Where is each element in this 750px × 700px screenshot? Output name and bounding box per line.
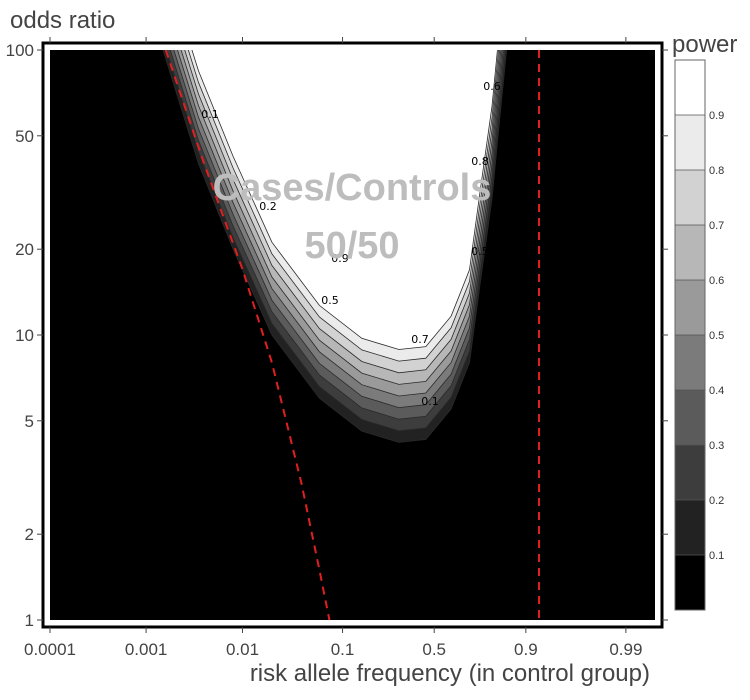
- colorbar-tick-label: 0.2: [709, 495, 724, 507]
- colorbar-swatch: [675, 555, 705, 610]
- x-tick-label: 0.01: [226, 640, 259, 659]
- contour-label: 0.5: [321, 294, 339, 307]
- x-tick-label: 0.0001: [24, 640, 76, 659]
- colorbar-swatch: [675, 500, 705, 555]
- colorbar-swatch: [675, 280, 705, 335]
- annotation-line-1: Cases/Controls: [213, 167, 492, 209]
- y-tick-label: 10: [15, 326, 34, 345]
- x-tick-label: 0.001: [125, 640, 168, 659]
- annotation-line-2: 50/50: [304, 225, 399, 267]
- contour-label-group: 0.1 0.2 0.5 0.9 0.7 0.1 0.5 0.8 0.6: [201, 80, 501, 408]
- colorbar-tick-label: 0.6: [709, 275, 724, 287]
- contour-label: 0.8: [471, 155, 489, 168]
- contour-label: 0.1: [421, 395, 439, 408]
- colorbar-tick-label: 0.7: [709, 220, 724, 232]
- colorbar-swatch: [675, 445, 705, 500]
- contour-label: 0.1: [201, 108, 219, 121]
- y-tick-label: 20: [15, 240, 34, 259]
- contour-label: 0.2: [259, 200, 277, 213]
- y-tick-label: 100: [6, 41, 34, 60]
- x-tick-label: 0.1: [331, 640, 355, 659]
- colorbar-tick-label: 0.5: [709, 330, 724, 342]
- contour-label: 0.5: [471, 245, 489, 258]
- y-tick-label: 1: [25, 611, 34, 630]
- colorbar-tick-label: 0.3: [709, 440, 724, 452]
- contour-label: 0.7: [411, 333, 429, 346]
- y-tick-label: 50: [15, 127, 34, 146]
- y-axis-ticks: 1 2 5 10 20 50 100: [6, 41, 668, 630]
- y-axis-title: odds ratio: [10, 7, 115, 34]
- contour-band: [191, 50, 498, 350]
- reference-line: [164, 50, 331, 620]
- y-tick-label: 5: [25, 412, 34, 431]
- x-tick-label: 0.99: [609, 640, 642, 659]
- reference-lines: [164, 50, 540, 620]
- annotation-group: Cases/Controls 50/50: [213, 167, 492, 267]
- colorbar-swatch: [675, 335, 705, 390]
- colorbar-tick-label: 0.9: [709, 110, 724, 122]
- colorbar-swatch: [675, 170, 705, 225]
- y-tick-label: 2: [25, 525, 34, 544]
- colorbar-swatch: [675, 390, 705, 445]
- power-contour-bands: [162, 50, 508, 443]
- colorbar-swatch: [675, 225, 705, 280]
- colorbar-tick-label: 0.4: [709, 385, 724, 397]
- colorbar: 0.1 0.2 0.3 0.4 0.5 0.6 0.7 0.8 0.9: [674, 59, 724, 611]
- x-axis-ticks: 0.0001 0.001 0.01 0.1 0.5 0.9 0.99: [24, 37, 642, 659]
- colorbar-title: power: [672, 31, 737, 58]
- x-tick-label: 0.9: [514, 640, 538, 659]
- colorbar-swatch: [675, 60, 705, 115]
- colorbar-swatch: [675, 115, 705, 170]
- colorbar-tick-label: 0.1: [709, 550, 724, 562]
- contour-label: 0.9: [331, 252, 349, 265]
- contour-label: 0.6: [483, 80, 501, 93]
- x-axis-title: risk allele frequency (in control group): [250, 660, 650, 687]
- x-tick-label: 0.5: [422, 640, 446, 659]
- plot-frame-inner: [43, 43, 662, 627]
- colorbar-tick-label: 0.8: [709, 165, 724, 177]
